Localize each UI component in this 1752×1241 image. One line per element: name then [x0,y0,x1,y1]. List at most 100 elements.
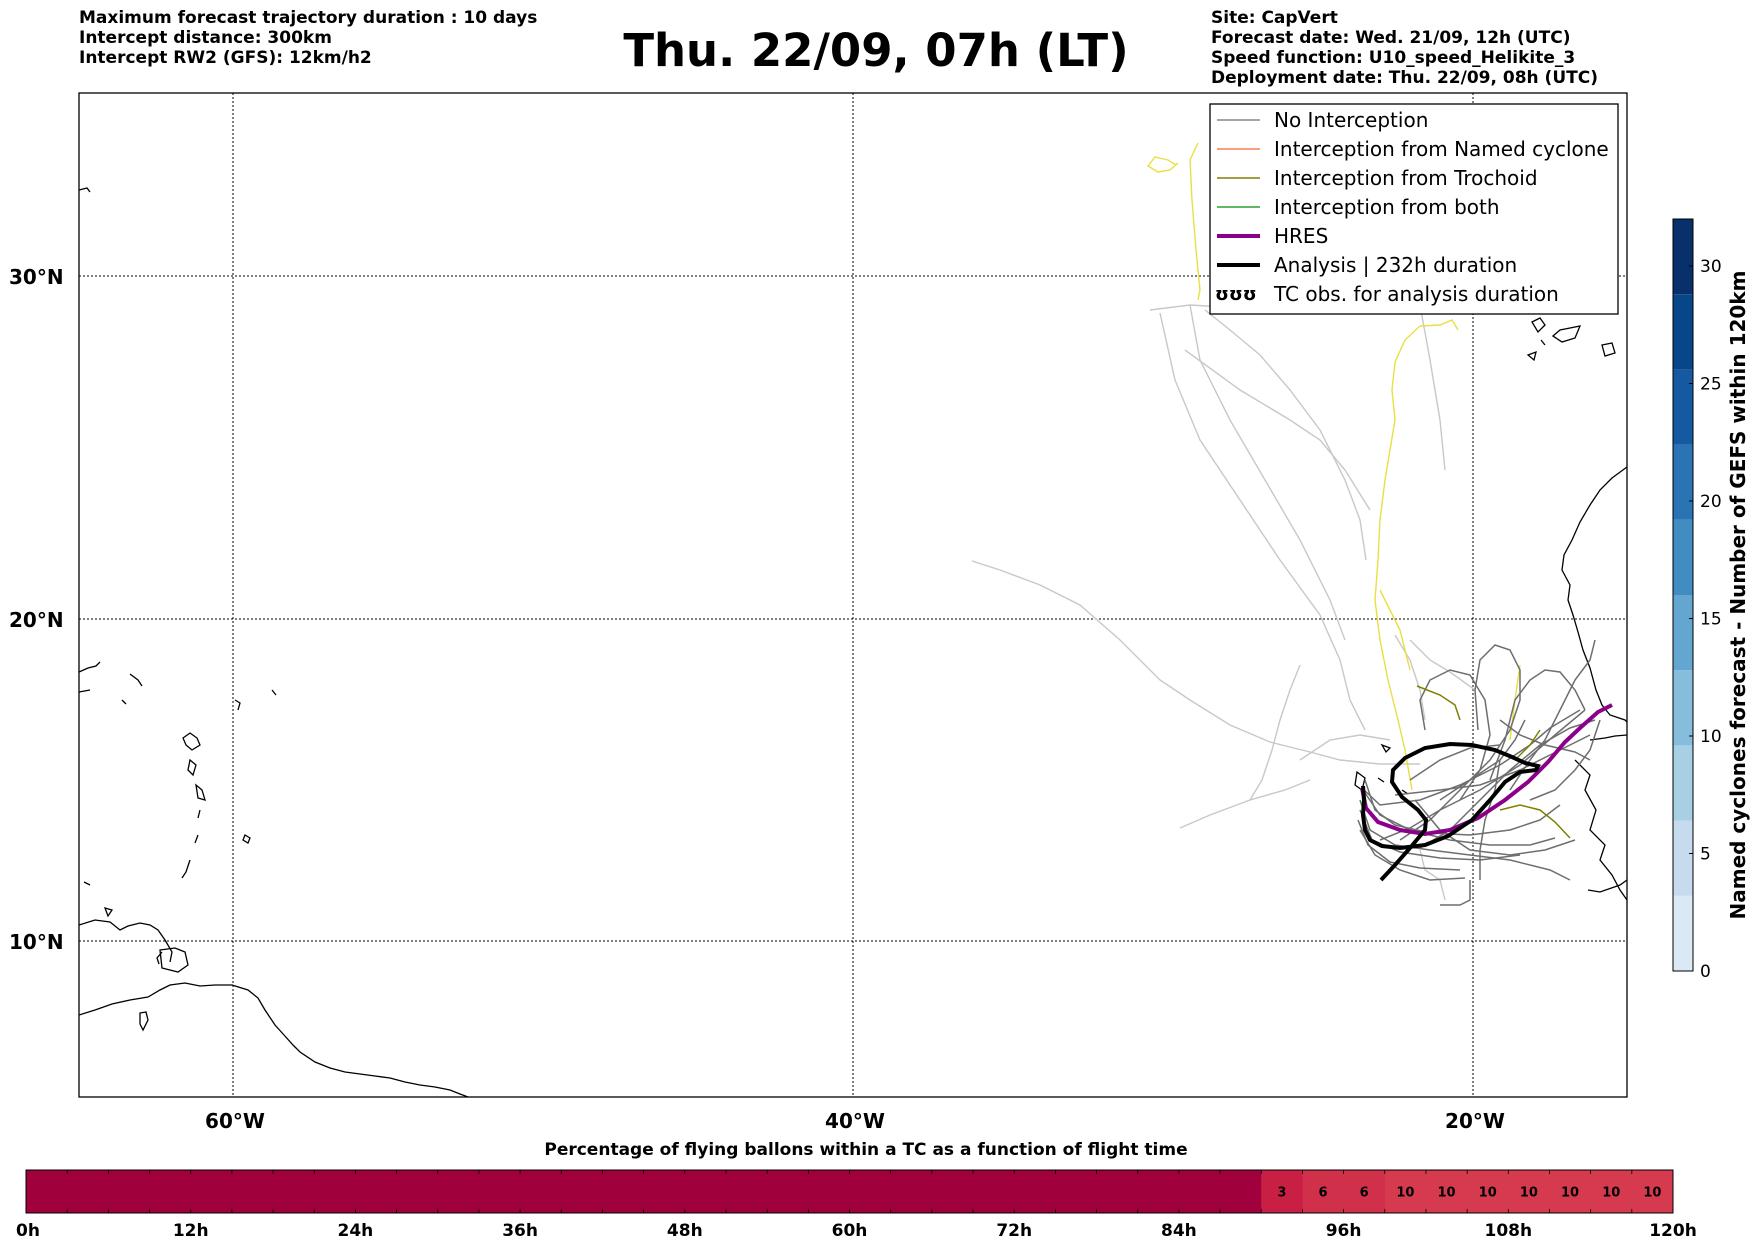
timebar-cell [849,1170,892,1213]
timebar-cell [643,1170,686,1213]
trajectories-olive [1416,685,1571,839]
trajectory [1394,634,1426,721]
timebar: Percentage of flying ballons within a TC… [16,1140,1697,1241]
colorbar-cell [1673,595,1693,671]
header-line: Intercept distance: 300km [79,28,332,48]
timebar-cell [1343,1170,1386,1213]
timebar-cell [231,1170,274,1213]
europe-coast [79,187,91,193]
trajectory [1379,589,1411,671]
trajectory [1189,304,1346,641]
south-america-coast [79,982,469,1097]
colorbar-cell [1673,745,1693,821]
timebar-cell [808,1170,850,1213]
trajectory [1499,719,1591,761]
trajectories-light [971,304,1476,901]
timebar-cell [149,1170,192,1213]
legend-label: Interception from Trochoid [1274,166,1538,190]
hres-trajectory [1360,703,1613,837]
timebar-cell-label: 10 [1396,1186,1414,1201]
timebar-tick-label: 48h [667,1221,703,1241]
legend-items: No Interception Interception from Named c… [1215,108,1609,306]
caribbean-island [187,758,197,777]
timebar-cell [767,1170,809,1213]
timebar-cell [1384,1170,1427,1213]
trajectory [1414,799,1576,856]
timebar-cells: 3 6 6 10 10 10 10 10 10 10 [25,1170,1674,1213]
timebar-cell [1014,1170,1056,1213]
axis-labels: 30°N 20°N 10°N 60°W 40°W 20°W [9,265,1505,1133]
timebar-tick-label: 84h [1161,1221,1197,1241]
lat-label: 20°N [9,608,64,632]
trajectory [1394,734,1591,796]
header-line: Intercept RW2 (GFS): 12km/h2 [79,48,372,68]
africa-coast [1561,466,1627,723]
trajectory [1184,349,1371,511]
trajectory [1479,759,1501,880]
lon-label: 60°W [205,1109,265,1133]
timebar-cell [1178,1170,1221,1213]
timebar-cell [67,1170,109,1213]
trajectory [1374,319,1459,791]
timebar-cell [1137,1170,1180,1213]
timebar-cell [396,1170,439,1213]
timebar-cell [561,1170,603,1213]
cape-verde-island [1377,777,1385,783]
caribbean-island [79,661,101,673]
venezuela-north-coast [79,919,173,963]
timebar-cell-label: 3 [1277,1186,1286,1201]
timebar-tick-label: 108h [1485,1221,1533,1241]
colorbar-tick-label: 10 [1700,727,1722,747]
site-info: Site: CapVert Forecast date: Wed. 21/09,… [1211,8,1598,88]
trajectory [1419,849,1446,901]
timebar-cell [1631,1170,1674,1213]
trajectory [1529,719,1601,801]
lat-label: 30°N [9,265,64,289]
colorbar-cell [1673,219,1693,295]
timebar-cell [1096,1170,1139,1213]
trajectory [1499,804,1571,839]
canary-island [1531,317,1546,334]
timebar-cell-label: 10 [1602,1186,1620,1201]
colorbar-tick-label: 30 [1700,257,1722,277]
forecast-parameters: Maximum forecast trajectory duration : 1… [79,8,537,68]
trajectory [1514,729,1541,761]
trinidad [159,947,189,973]
canary-island [1540,339,1546,346]
colorbar-cell [1673,369,1693,445]
timebar-cell [725,1170,768,1213]
canary-island [1551,325,1582,343]
timebar-frame [25,1169,1674,1214]
timebar-cell [1302,1170,1345,1213]
legend-label: TC obs. for analysis duration [1273,282,1559,306]
trajectory [971,560,1420,765]
africa-coast [1574,759,1627,901]
timebar-cell [602,1170,645,1213]
colorbar-cells [1673,219,1693,971]
trajectory [1399,644,1521,841]
caribbean-island [129,673,143,687]
trajectory [1361,709,1581,806]
timebar-tick-label: 0h [16,1221,40,1241]
timebar-cell [190,1170,233,1213]
trajectory [1146,156,1179,173]
legend-label: Interception from Named cyclone [1274,137,1609,161]
timebar-cell-label: 10 [1437,1186,1455,1201]
caribbean-island [83,881,91,886]
timebar-tick-label: 96h [1326,1221,1362,1241]
trajectory [1189,142,1201,301]
timebar-cell [355,1170,398,1213]
timebar-cell [314,1170,356,1213]
timebar-cell [1549,1170,1592,1213]
legend-box [1209,103,1619,315]
timebar-cell [973,1170,1015,1213]
trajectory [1159,312,1366,731]
timebar-tick-label: 72h [996,1221,1032,1241]
timebar-cell-label: 10 [1479,1186,1497,1201]
legend-label: No Interception [1274,108,1428,132]
caribbean-island [197,809,201,819]
colorbar-tick-label: 15 [1700,610,1722,630]
analysis-trajectory [1360,741,1541,882]
africa-coast [1589,734,1627,741]
